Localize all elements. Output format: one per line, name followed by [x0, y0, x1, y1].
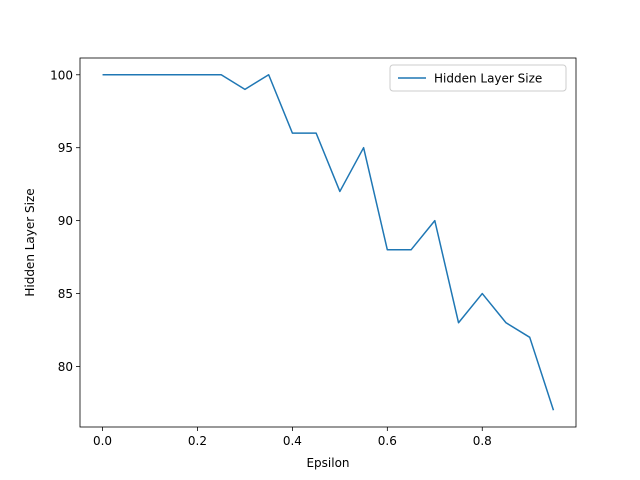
y-tick-label: 95	[58, 141, 73, 155]
x-tick-label: 0.6	[378, 434, 397, 448]
legend-box	[389, 64, 567, 92]
x-axis-label: Epsilon	[306, 456, 349, 470]
x-tick-label: 0.8	[473, 434, 492, 448]
y-tick-label: 80	[58, 360, 73, 374]
y-tick-label: 90	[58, 214, 73, 228]
x-tick-label: 0.0	[93, 434, 112, 448]
y-tick-label: 85	[58, 287, 73, 301]
x-tick-label: 0.4	[283, 434, 302, 448]
axes-frame	[79, 57, 577, 428]
y-axis-label: Hidden Layer Size	[23, 188, 37, 296]
y-tick-label: 100	[50, 68, 73, 82]
x-tick-label: 0.2	[188, 434, 207, 448]
data-line	[102, 74, 555, 411]
legend-label: Hidden Layer Size	[434, 72, 542, 86]
